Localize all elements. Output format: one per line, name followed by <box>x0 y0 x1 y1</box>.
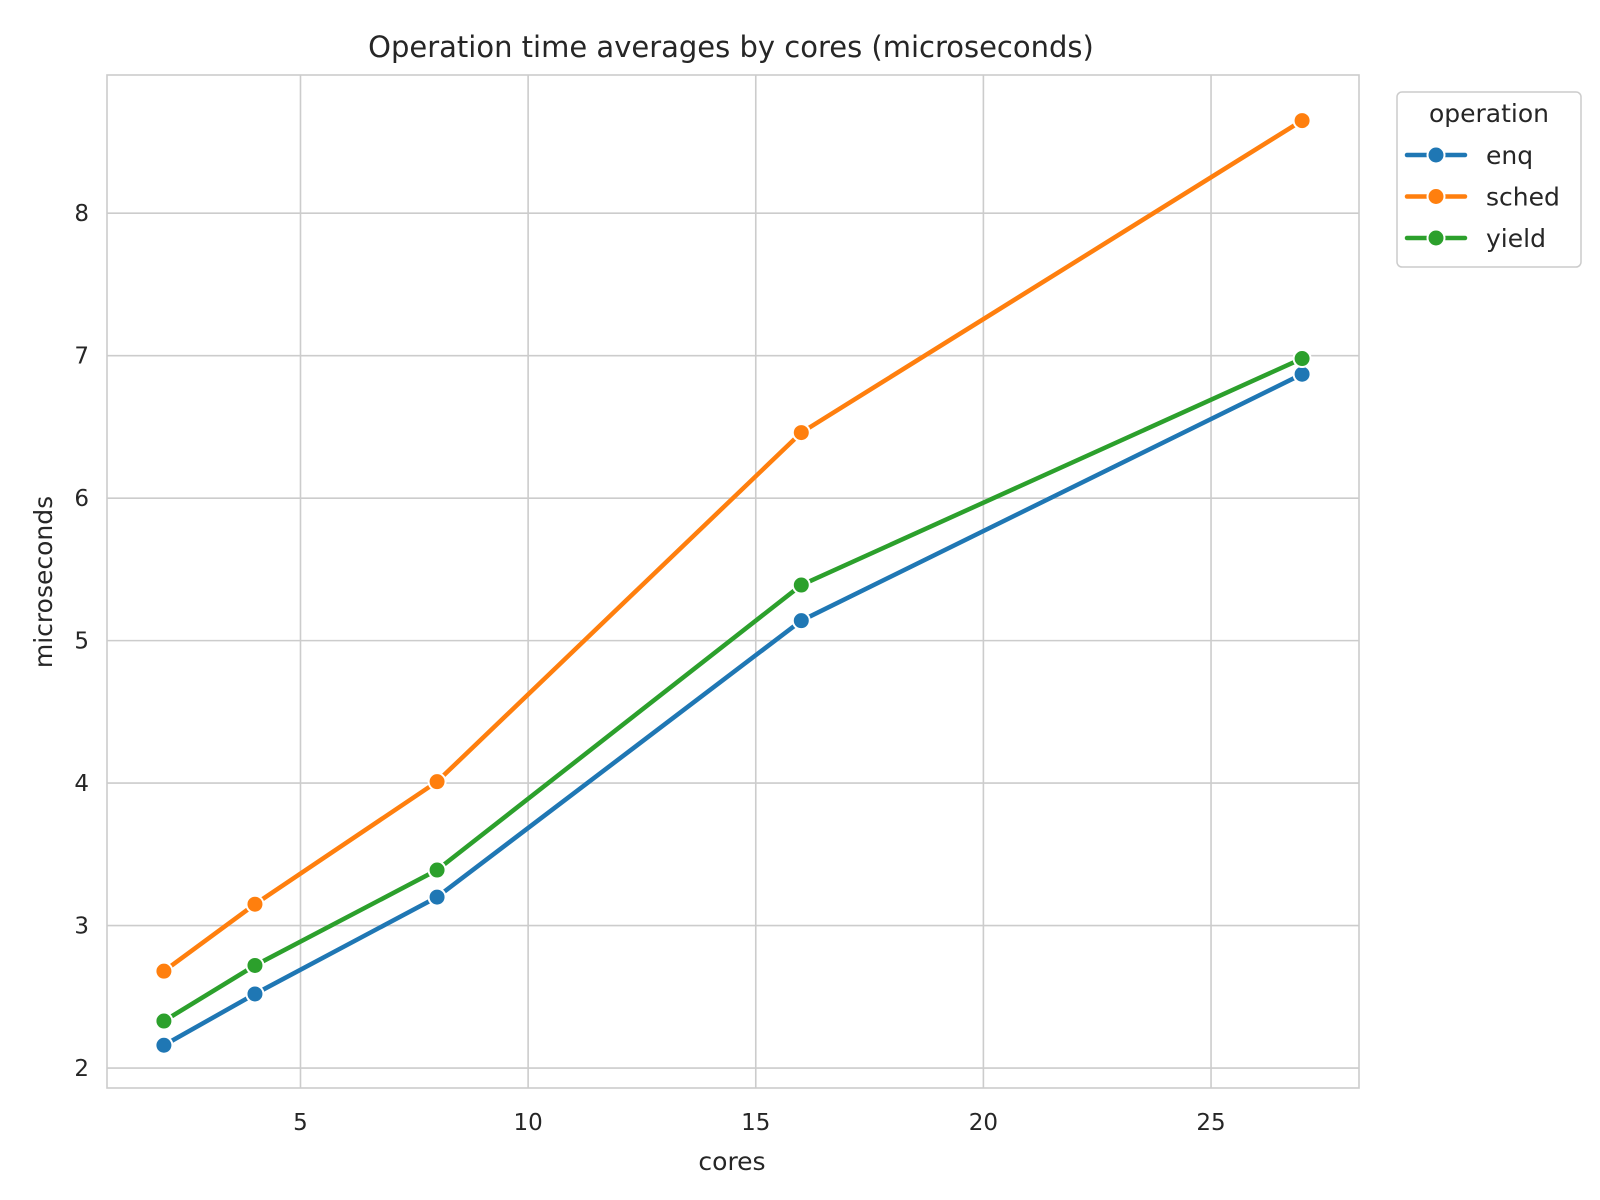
legend-swatch-marker <box>1426 145 1446 165</box>
y-tick-label: 3 <box>74 914 89 940</box>
legend-entry-sched: sched <box>1404 183 1560 212</box>
series-sched <box>154 111 1312 981</box>
x-tick-label: 20 <box>969 1110 998 1136</box>
y-tick-label: 6 <box>74 486 89 512</box>
data-point-sched <box>1292 111 1312 131</box>
x-tick-label: 10 <box>513 1110 542 1136</box>
legend-swatch-marker <box>1426 187 1446 206</box>
legend-entries: enq sched yield <box>1404 141 1560 253</box>
legend-swatch-marker <box>1426 228 1446 248</box>
x-tick-label: 5 <box>293 1110 308 1136</box>
legend-title: operation <box>1429 99 1549 128</box>
legend-box <box>1396 91 1582 268</box>
x-tick-label: 15 <box>741 1110 770 1136</box>
series-line-sched <box>161 118 1305 974</box>
data-point-yield <box>1292 349 1312 369</box>
data-point-sched <box>154 961 174 981</box>
data-point-enq <box>791 611 811 631</box>
y-tick-label: 5 <box>74 629 89 655</box>
series-lines <box>154 111 1312 1055</box>
data-point-yield <box>427 860 447 880</box>
legend-entry-yield: yield <box>1404 224 1546 253</box>
series-yield <box>154 349 1312 1031</box>
plot-area-frame <box>106 74 1360 1089</box>
grid <box>107 75 1359 1088</box>
data-point-sched <box>245 894 265 914</box>
x-axis-label: cores <box>698 1147 765 1176</box>
legend-entry-enq: enq <box>1404 141 1533 170</box>
data-point-enq <box>154 1035 174 1055</box>
data-point-yield <box>791 575 811 595</box>
y-tick-label: 7 <box>74 344 89 370</box>
data-point-yield <box>245 955 265 975</box>
y-axis-label: microseconds <box>29 496 58 668</box>
data-point-enq <box>1292 364 1312 384</box>
legend-label: enq <box>1486 141 1533 170</box>
legend: operation enq sched yield <box>1396 91 1582 268</box>
data-point-enq <box>427 887 447 907</box>
series-enq <box>154 364 1312 1055</box>
legend-label: sched <box>1486 183 1560 212</box>
y-tick-label: 8 <box>74 201 89 227</box>
chart-title: Operation time averages by cores (micros… <box>368 30 1094 64</box>
data-point-sched <box>791 423 811 443</box>
x-tick-label: 25 <box>1196 1110 1225 1136</box>
legend-label: yield <box>1486 224 1546 253</box>
y-tick-label: 4 <box>74 771 89 797</box>
series-line-enq <box>161 371 1305 1048</box>
data-point-sched <box>427 772 447 792</box>
data-point-yield <box>154 1011 174 1031</box>
data-point-enq <box>245 984 265 1004</box>
y-tick-label: 2 <box>74 1056 89 1082</box>
tick-labels: 5 10 15 20 25 2 3 4 5 6 7 8 <box>74 201 1225 1136</box>
